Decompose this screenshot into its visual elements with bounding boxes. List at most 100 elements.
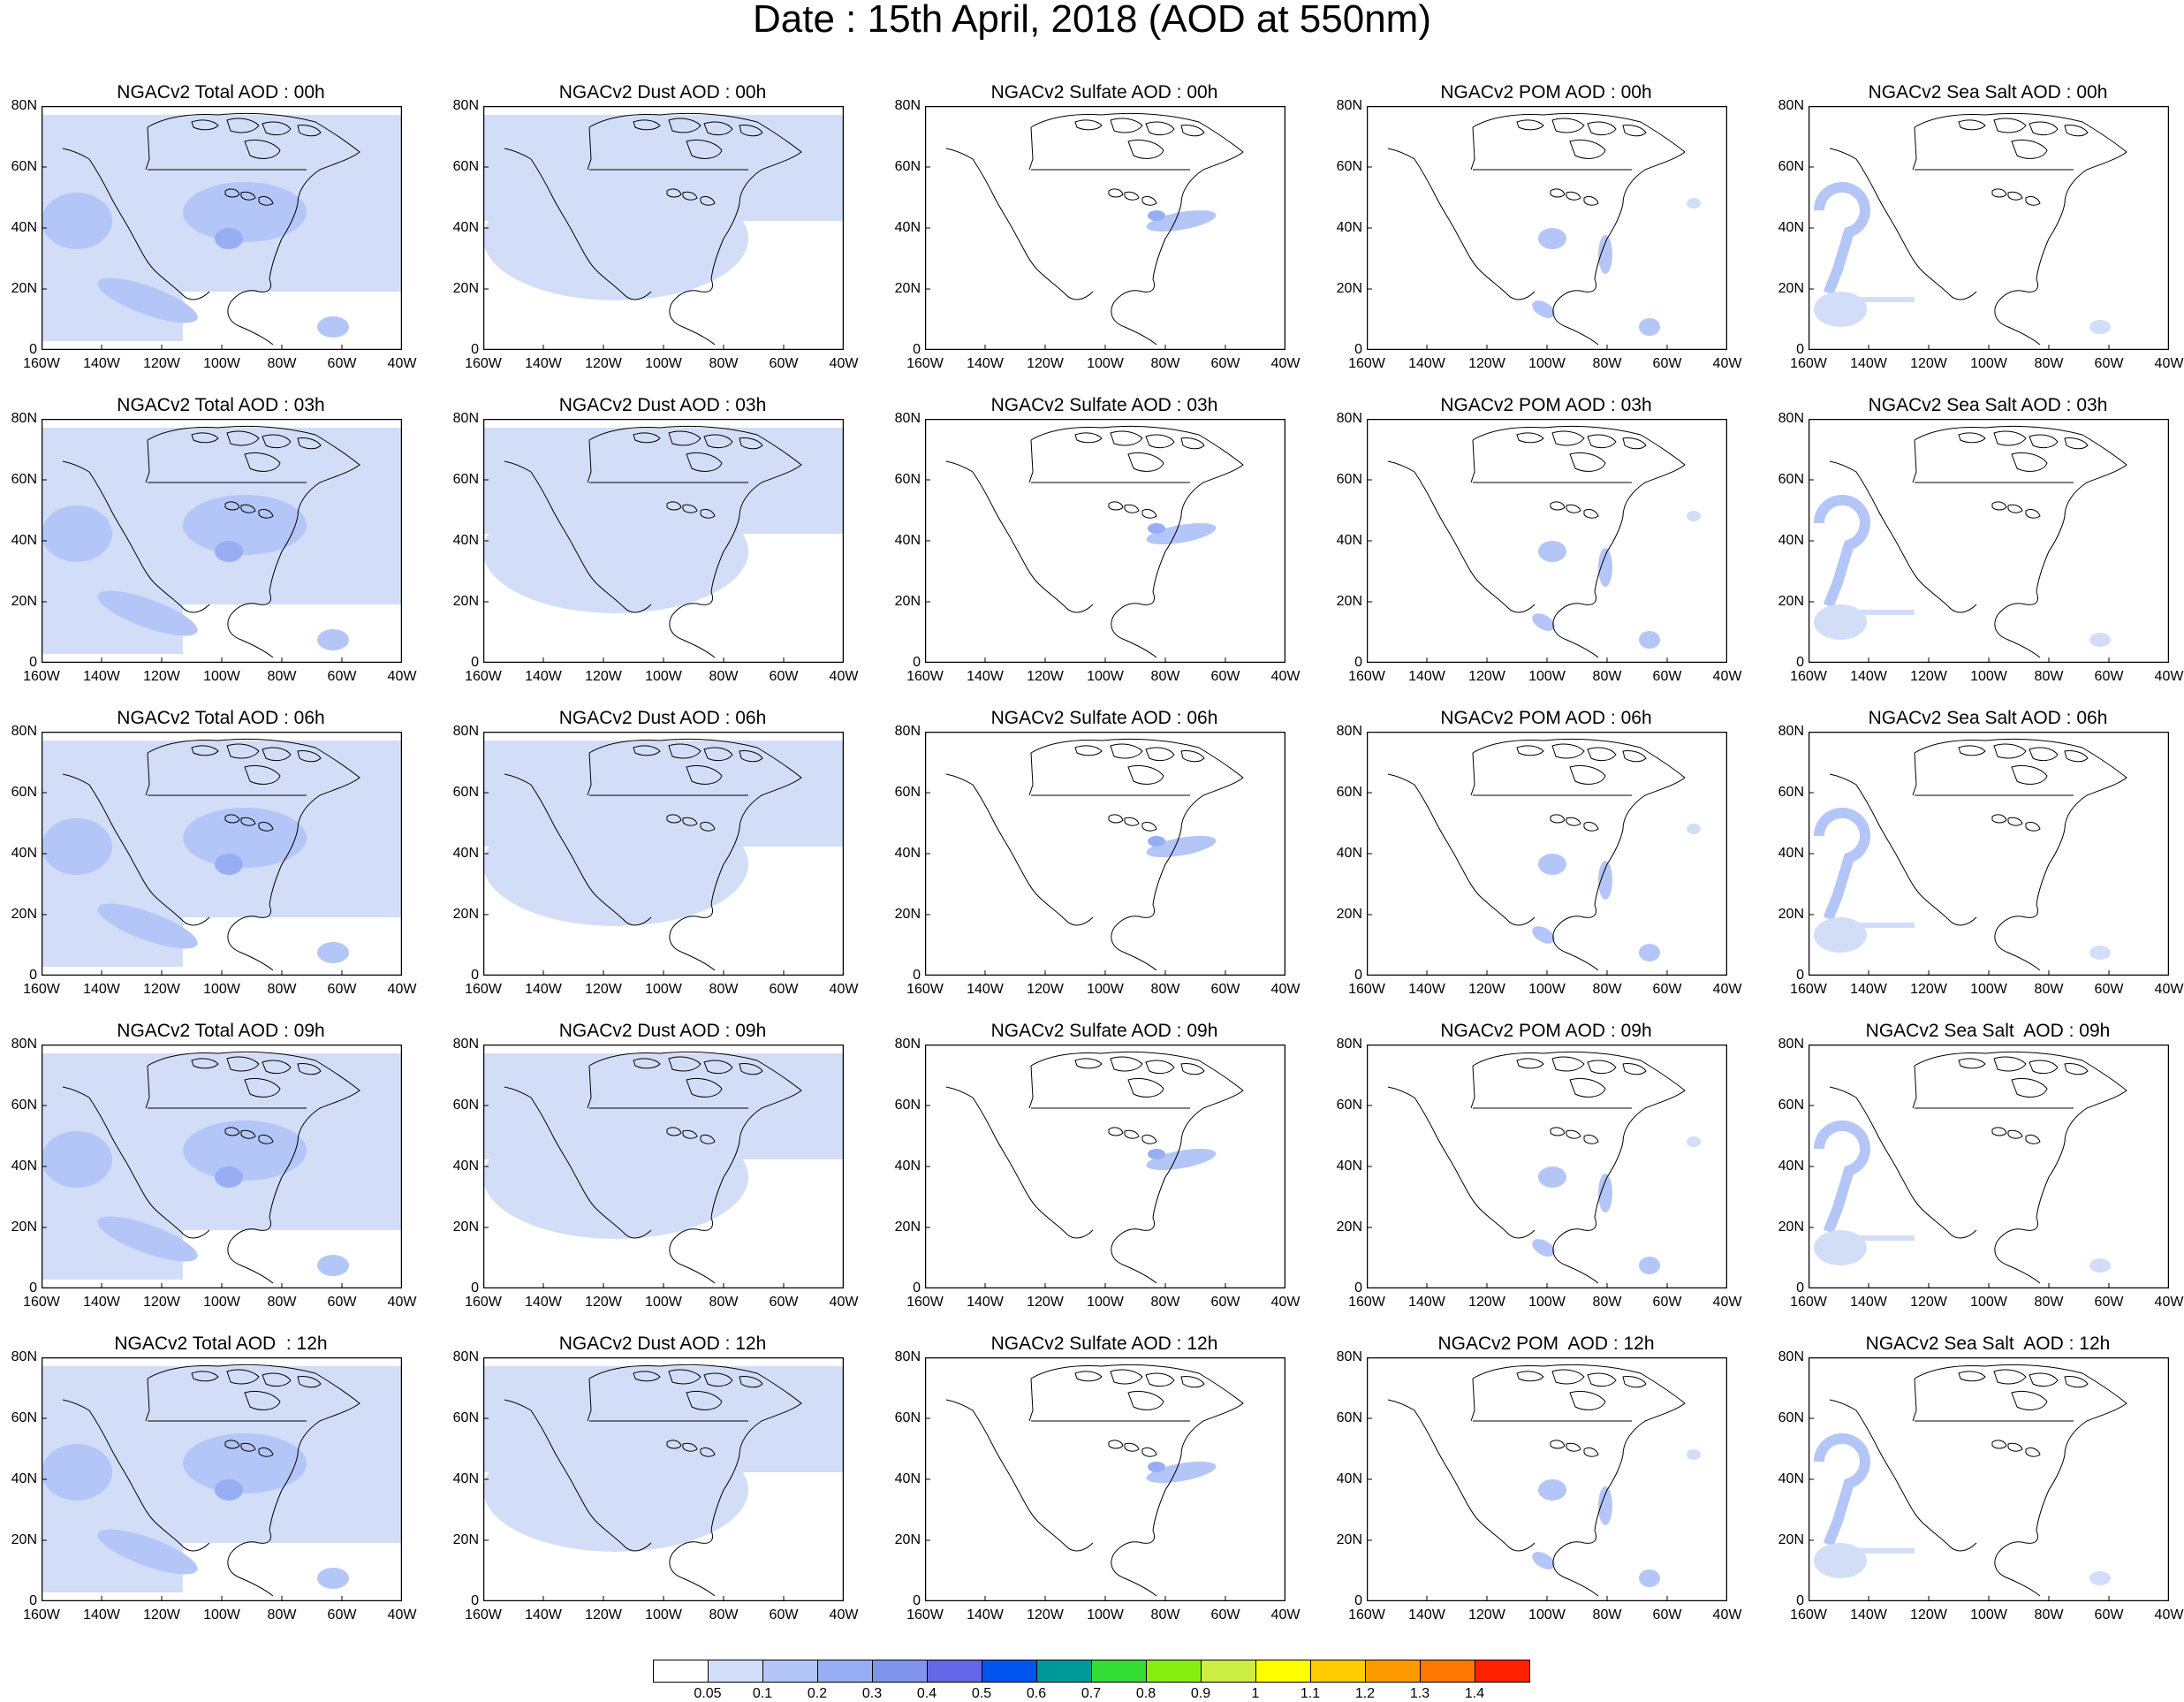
panel-title: NGACv2 Total AOD : 03h [117, 395, 325, 415]
island-outline [668, 118, 701, 133]
island-outline [703, 1372, 733, 1387]
lon-tick-label: 80W [2034, 982, 2064, 997]
lon-tick-label: 80W [2034, 669, 2064, 684]
island-outline [1110, 743, 1143, 759]
lon-tick-label: 100W [1528, 356, 1566, 371]
island-outline [1550, 188, 1566, 198]
lon-tick-label: 120W [1468, 669, 1505, 684]
map-frame [1366, 1356, 1728, 1602]
lat-tick-label: 20N [894, 281, 921, 296]
lat-tick-label: 80N [1336, 1349, 1362, 1364]
colorbar-swatch [982, 1660, 1037, 1683]
lon-tick-label: 100W [645, 356, 682, 371]
colorbar-swatch [1365, 1660, 1421, 1683]
lon-tick-label: 80W [267, 1295, 297, 1310]
island-outline [1551, 1369, 1585, 1385]
map-panel-sulfate-row1: NGACv2 Sulfate AOD : 03h 80N 60N 40N 20N 0 160… [883, 313, 1325, 684]
island-outline [700, 508, 716, 519]
aod-shading [1687, 824, 1701, 834]
lon-tick-label: 80W [1150, 669, 1180, 684]
island-outline [1991, 1440, 2007, 1449]
aod-shading [183, 1121, 307, 1181]
coastline [1387, 425, 1686, 658]
lon-tick-label: 40W [1270, 669, 1301, 684]
lat-tick-label: 40N [452, 1471, 479, 1486]
lat-tick-label: 20N [11, 1220, 37, 1235]
lat-tick-label: 60N [1778, 159, 1804, 174]
lat-tick-label: 60N [1336, 1410, 1362, 1425]
island-outline [2064, 437, 2089, 450]
island-outline [682, 1129, 698, 1139]
island-outline [668, 430, 701, 446]
lon-tick-label: 60W [2094, 1295, 2124, 1310]
aod-shading [317, 629, 349, 650]
aod-shading [1598, 1174, 1612, 1212]
lon-tick-label: 100W [1528, 1607, 1566, 1622]
aod-shading [1148, 836, 1165, 847]
map-panel-sulfate-row3: NGACv2 Sulfate AOD : 09h 80N 60N 40N 20N 0 160… [883, 938, 1325, 1310]
map-frame [41, 1356, 403, 1602]
lat-tick-label: 0 [471, 1280, 479, 1295]
lon-tick-label: 160W [1790, 1295, 1827, 1310]
map-panel-total-row2: NGACv2 Total AOD : 06h 80N 60N 40N 20N 0 160W 1… [0, 626, 442, 997]
map-frame [482, 731, 845, 976]
aod-shading [97, 277, 198, 323]
lon-tick-label: 120W [585, 982, 622, 997]
island-outline [682, 191, 698, 201]
island-outline [1516, 1058, 1544, 1069]
lon-tick-label: 100W [1970, 1607, 2007, 1622]
colorbar-swatch [653, 1660, 709, 1683]
aod-shading [1538, 854, 1566, 875]
island-outline [1583, 1447, 1599, 1457]
lat-tick-label: 80N [452, 98, 479, 113]
lon-tick-label: 40W [1270, 982, 1301, 997]
island-outline [1622, 1376, 1647, 1388]
island-outline [1569, 452, 1606, 472]
lon-tick-label: 100W [1087, 1295, 1124, 1310]
lon-tick-label: 100W [1087, 982, 1124, 997]
lon-tick-label: 160W [23, 356, 60, 371]
lon-tick-label: 160W [23, 669, 60, 684]
aod-shading [317, 942, 349, 963]
island-outline [2011, 1390, 2048, 1410]
aod-shading [1532, 1239, 1555, 1257]
lon-tick-label: 160W [906, 669, 944, 684]
coastline [1387, 1364, 1686, 1597]
map-frame [1808, 105, 2170, 351]
aod-shading [483, 490, 748, 613]
island-outline [2029, 1060, 2059, 1075]
aod-shading [1538, 541, 1566, 562]
island-outline [1566, 817, 1581, 826]
lon-tick-label: 80W [709, 356, 739, 371]
island-outline [1958, 745, 1986, 756]
panel-title: NGACv2 Total AOD : 00h [117, 82, 325, 103]
sea-salt-plume [1813, 494, 1870, 608]
map-svg [924, 1356, 1286, 1602]
lon-tick-label: 140W [1850, 669, 1887, 684]
coastline [504, 738, 802, 971]
island-outline [240, 817, 256, 826]
island-outline [1991, 501, 2007, 511]
lon-tick-label: 160W [465, 1295, 502, 1310]
lat-tick-label: 40N [1336, 846, 1362, 861]
island-outline [1993, 1056, 2027, 1072]
aod-shading [42, 1131, 112, 1188]
aod-shading [42, 505, 112, 562]
lon-tick-label: 140W [1850, 1295, 1887, 1310]
aod-shading [42, 1444, 112, 1501]
colorbar-label: 0.05 [694, 1686, 722, 1701]
lon-tick-label: 120W [1468, 356, 1505, 371]
coastline [1829, 425, 2127, 658]
panel-title: NGACv2 Sea Salt AOD : 12h [1865, 1333, 2111, 1354]
island-outline [244, 139, 281, 159]
map-panel-sulfate-row2: NGACv2 Sulfate AOD : 06h 80N 60N 40N 20N 0 160… [883, 626, 1325, 997]
lat-tick-label: 20N [894, 594, 921, 609]
lon-tick-label: 40W [1270, 1607, 1301, 1622]
island-outline [686, 1390, 723, 1410]
coastline [504, 425, 802, 658]
island-outline [2064, 1376, 2089, 1388]
lat-tick-label: 40N [894, 220, 921, 235]
lon-tick-label: 40W [1712, 669, 1742, 684]
map-panel-sulfate-row0: NGACv2 Sulfate AOD : 00h 80N 60N 40N 20N 0 160… [883, 0, 1325, 371]
map-svg [924, 418, 1286, 664]
